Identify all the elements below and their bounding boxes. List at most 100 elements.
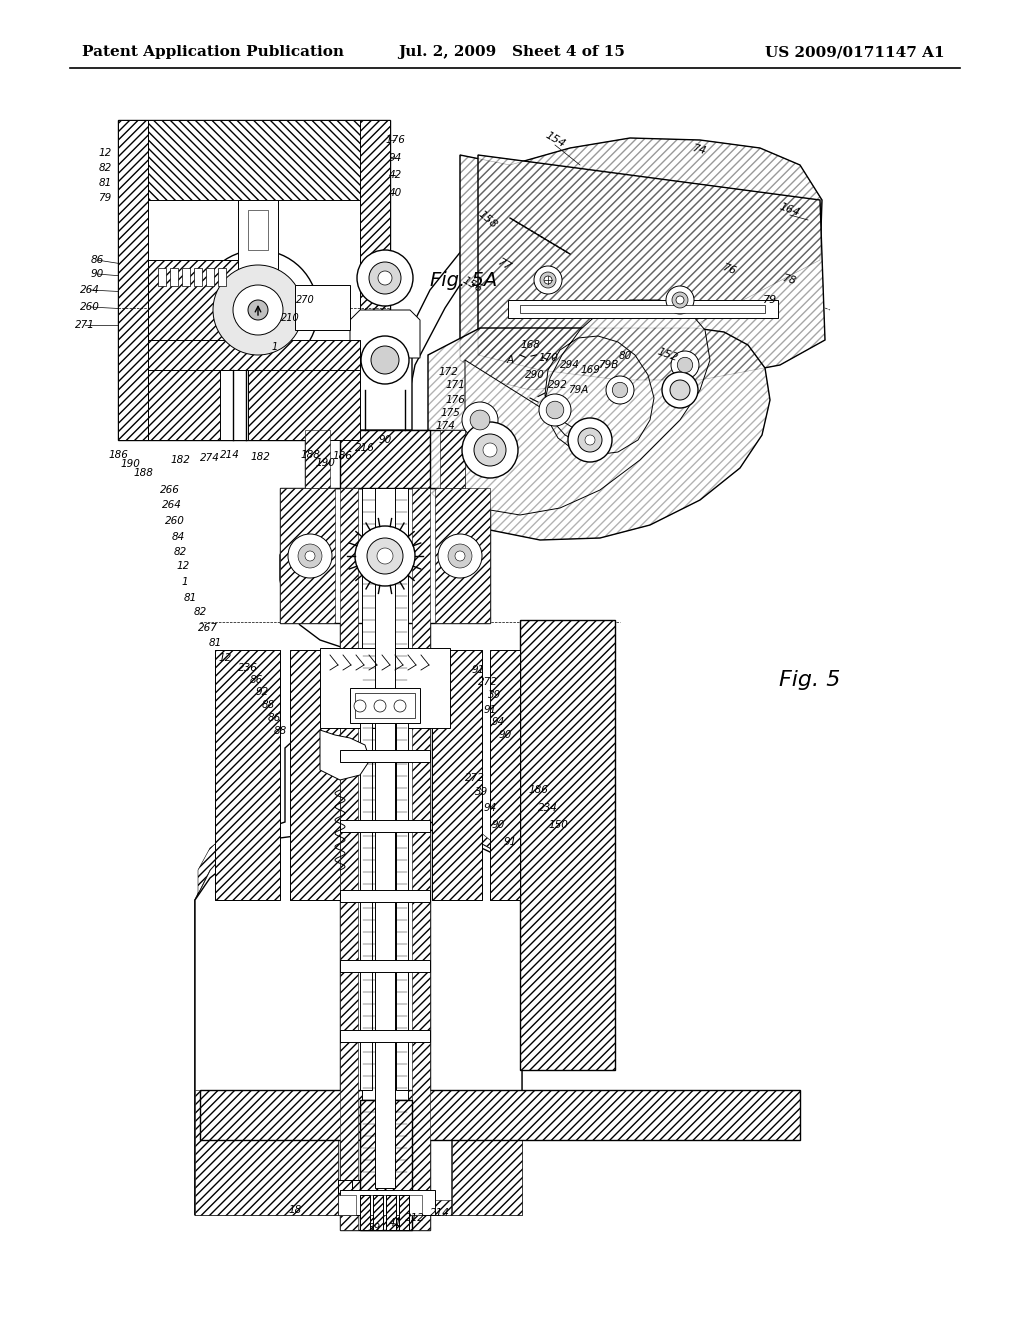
Bar xyxy=(338,1180,360,1214)
Text: 82: 82 xyxy=(173,546,186,557)
Bar xyxy=(118,120,390,440)
Text: 94: 94 xyxy=(483,803,497,813)
Text: 174: 174 xyxy=(435,421,455,432)
Text: 188: 188 xyxy=(300,450,319,459)
Text: 39: 39 xyxy=(488,690,502,700)
Circle shape xyxy=(361,337,409,384)
Text: 292: 292 xyxy=(548,380,568,389)
Text: 169: 169 xyxy=(580,366,600,375)
Circle shape xyxy=(544,276,552,284)
Text: 1: 1 xyxy=(181,577,188,587)
Text: 214: 214 xyxy=(430,1208,450,1218)
Text: Fig. 5: Fig. 5 xyxy=(779,671,841,690)
Text: 91: 91 xyxy=(483,705,497,715)
Text: 18: 18 xyxy=(289,1205,302,1214)
Circle shape xyxy=(357,249,413,306)
Circle shape xyxy=(539,393,571,426)
Text: 271: 271 xyxy=(75,319,95,330)
Text: 86: 86 xyxy=(90,255,103,265)
Bar xyxy=(200,1090,800,1140)
Bar xyxy=(305,430,330,488)
Bar xyxy=(432,649,482,900)
Bar xyxy=(148,260,238,341)
Bar xyxy=(280,488,335,623)
Polygon shape xyxy=(319,730,370,780)
Bar xyxy=(412,488,430,1230)
Polygon shape xyxy=(195,832,255,1214)
Bar xyxy=(360,1195,370,1230)
Bar xyxy=(355,693,415,718)
Polygon shape xyxy=(360,129,390,290)
Text: 88: 88 xyxy=(261,700,274,710)
Text: 290: 290 xyxy=(525,370,545,380)
Bar xyxy=(218,268,226,286)
Circle shape xyxy=(666,286,694,314)
Circle shape xyxy=(305,550,315,561)
Circle shape xyxy=(213,265,303,355)
Bar xyxy=(386,1195,396,1230)
Circle shape xyxy=(233,285,283,335)
Text: 78: 78 xyxy=(781,273,798,286)
Circle shape xyxy=(568,418,612,462)
Bar xyxy=(399,1195,409,1230)
Polygon shape xyxy=(198,1200,522,1214)
Bar xyxy=(340,488,358,1230)
Bar xyxy=(375,488,395,1188)
Circle shape xyxy=(470,411,489,430)
Text: 77: 77 xyxy=(497,257,514,273)
Text: 150: 150 xyxy=(548,820,568,830)
Circle shape xyxy=(369,261,401,294)
Circle shape xyxy=(378,271,392,285)
Polygon shape xyxy=(428,327,770,540)
Bar xyxy=(238,201,278,341)
Text: 212: 212 xyxy=(406,1213,425,1224)
Text: 39: 39 xyxy=(369,1224,382,1233)
Text: 84: 84 xyxy=(171,532,184,543)
Text: 154: 154 xyxy=(544,131,566,149)
Text: 171: 171 xyxy=(445,380,465,389)
Text: 175: 175 xyxy=(440,408,460,418)
Bar xyxy=(340,430,430,488)
Polygon shape xyxy=(360,341,412,430)
Text: 176: 176 xyxy=(445,395,465,405)
Bar xyxy=(440,430,465,488)
Bar xyxy=(373,1195,383,1230)
Bar xyxy=(352,1180,374,1214)
Circle shape xyxy=(248,300,268,319)
Bar xyxy=(432,649,482,900)
Polygon shape xyxy=(465,300,710,515)
Circle shape xyxy=(298,544,322,568)
Circle shape xyxy=(671,351,699,379)
Text: 91: 91 xyxy=(504,837,517,847)
Polygon shape xyxy=(350,310,420,358)
Circle shape xyxy=(483,444,497,457)
Bar xyxy=(360,1100,412,1230)
Circle shape xyxy=(676,296,684,304)
Text: 267: 267 xyxy=(198,623,218,634)
Bar xyxy=(435,488,490,623)
Bar xyxy=(360,120,390,440)
Circle shape xyxy=(474,434,506,466)
Bar xyxy=(148,260,238,341)
Text: 94: 94 xyxy=(492,717,505,727)
Circle shape xyxy=(371,346,399,374)
Bar xyxy=(396,710,408,1090)
Text: 1: 1 xyxy=(272,342,279,352)
Bar xyxy=(452,1090,522,1214)
Circle shape xyxy=(394,700,406,711)
Text: 168: 168 xyxy=(520,341,540,350)
Circle shape xyxy=(546,401,564,418)
Text: 76: 76 xyxy=(722,263,738,277)
Text: 186: 186 xyxy=(109,450,128,459)
Text: 264: 264 xyxy=(162,500,182,510)
Bar xyxy=(340,960,430,972)
Bar xyxy=(290,649,340,900)
Polygon shape xyxy=(148,120,360,201)
Bar xyxy=(295,285,350,330)
Text: 12: 12 xyxy=(98,148,112,158)
Text: 170: 170 xyxy=(538,352,558,363)
Text: 79A: 79A xyxy=(568,385,588,395)
Text: 164: 164 xyxy=(778,202,802,218)
Text: 190: 190 xyxy=(315,458,335,469)
Circle shape xyxy=(606,376,634,404)
